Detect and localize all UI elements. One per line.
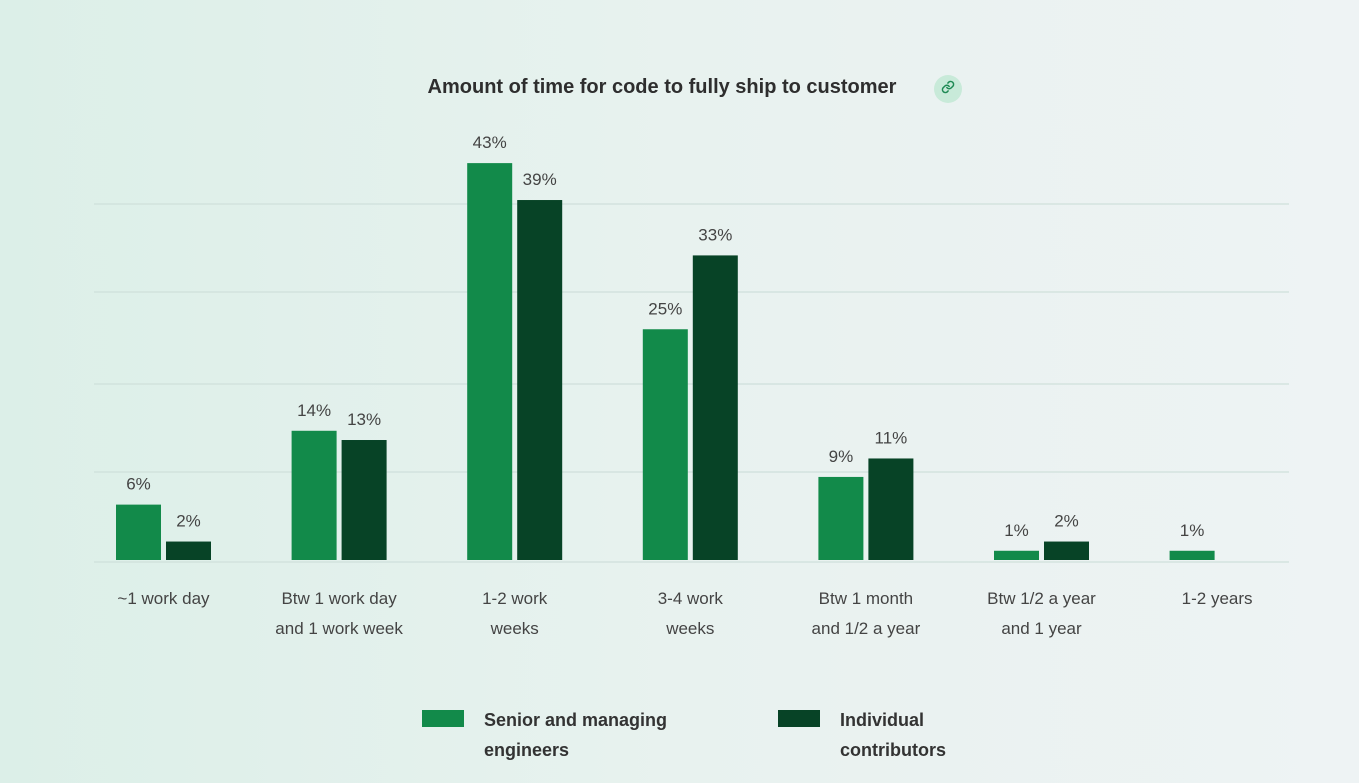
- bar-chart: 6% 2% ~1 work day 14% 13% Btw 1 work day and 1…: [94, 133, 1289, 638]
- bar: [116, 504, 161, 560]
- category-label: ~1 work day: [117, 589, 210, 608]
- link-icon: [941, 80, 955, 99]
- data-label: 43%: [473, 133, 507, 152]
- category-label: Btw 1 work day: [281, 589, 397, 608]
- bar: [1044, 541, 1089, 560]
- data-label: 14%: [297, 401, 331, 420]
- copy-link-button[interactable]: [934, 75, 962, 103]
- data-label: 11%: [875, 428, 908, 447]
- category-label: weeks: [665, 619, 714, 638]
- legend-label-ic: Individual contributors: [840, 710, 946, 760]
- chart-title: Amount of time for code to fully ship to…: [427, 76, 897, 98]
- data-label: 13%: [347, 410, 381, 429]
- bar: [166, 541, 211, 560]
- category-label: 3-4 work: [658, 589, 724, 608]
- legend-item-senior: Senior and managing engineers: [422, 706, 684, 765]
- data-label: 2%: [1054, 512, 1079, 531]
- bar: [642, 329, 688, 560]
- bar: [517, 200, 563, 560]
- bar: [818, 476, 864, 560]
- category-label: and 1/2 a year: [812, 619, 921, 638]
- category-label: weeks: [490, 619, 539, 638]
- data-label: 2%: [176, 512, 201, 531]
- bar: [994, 550, 1039, 560]
- data-label: 1%: [1180, 521, 1205, 540]
- bar: [692, 255, 738, 560]
- data-label: 25%: [648, 299, 682, 318]
- bar: [868, 458, 914, 560]
- data-label: 39%: [523, 170, 557, 189]
- bar: [1169, 550, 1215, 560]
- category-label: and 1 work week: [275, 619, 403, 638]
- category-label: Btw 1 month: [819, 589, 914, 608]
- legend-item-ic: Individual contributors: [778, 706, 1040, 765]
- data-label: 1%: [1004, 521, 1029, 540]
- data-label: 9%: [829, 447, 854, 466]
- bar: [291, 430, 337, 560]
- legend-label-senior: Senior and managing engineers: [484, 710, 668, 760]
- category-label: 1-2 work: [482, 589, 548, 608]
- category-label: Btw 1/2 a year: [987, 589, 1096, 608]
- data-label: 33%: [698, 225, 732, 244]
- bar: [467, 163, 513, 561]
- legend-swatch-ic: [778, 710, 820, 727]
- category-label: 1-2 years: [1182, 589, 1253, 608]
- legend-swatch-senior: [422, 710, 464, 727]
- data-label: 6%: [126, 475, 151, 494]
- bar: [341, 440, 387, 560]
- category-label: and 1 year: [1001, 619, 1082, 638]
